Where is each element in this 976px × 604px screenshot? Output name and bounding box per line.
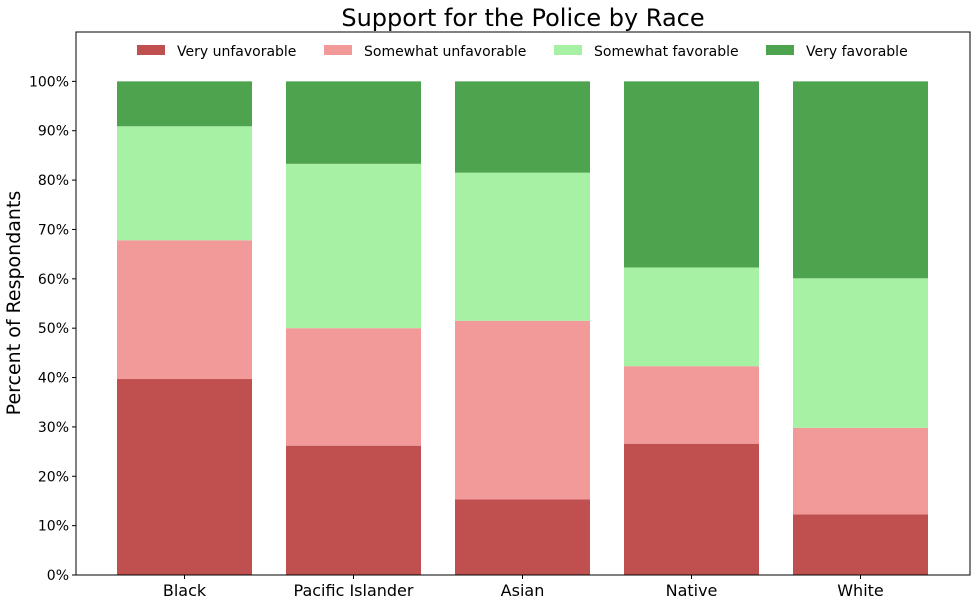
legend-label: Very unfavorable	[177, 44, 296, 60]
bar-segment-1-1	[286, 328, 421, 446]
bar-segment-4-3	[793, 81, 928, 279]
bar-segment-0-2	[117, 126, 252, 241]
bar-segment-2-1	[455, 320, 590, 500]
bar-segment-0-1	[117, 240, 252, 380]
bar-segment-4-1	[793, 427, 928, 515]
bar-segment-3-1	[624, 366, 759, 444]
bar-segment-1-3	[286, 81, 421, 164]
legend-label: Somewhat favorable	[594, 44, 739, 60]
bar-segment-0-0	[117, 379, 252, 575]
bar-segment-2-2	[455, 172, 590, 321]
y-tick-label: 20%	[38, 469, 69, 485]
bar-segment-3-3	[624, 81, 759, 268]
bar-segment-4-0	[793, 514, 928, 575]
chart-title: Support for the Police by Race	[341, 4, 704, 32]
bar-segment-1-0	[286, 445, 421, 575]
x-tick-label: White	[837, 581, 884, 600]
y-tick-label: 60%	[38, 272, 69, 288]
bar-segment-3-2	[624, 267, 759, 367]
x-axis: Black Pacific Islander Asian Native White	[163, 575, 884, 600]
y-axis-label: Percent of Respondants	[3, 191, 25, 416]
y-tick-label: 90%	[38, 124, 69, 140]
y-tick-label: 80%	[38, 173, 69, 189]
legend-swatch	[324, 45, 352, 55]
x-tick-label: Black	[163, 581, 207, 600]
bar-segment-3-0	[624, 443, 759, 575]
legend: Very unfavorable Somewhat unfavorable Some…	[137, 44, 908, 60]
y-tick-label: 40%	[38, 371, 69, 387]
y-axis: 0% 10% 20% 30% 40% 50% 60% 70% 80% 90% 100%	[29, 74, 76, 584]
legend-swatch	[554, 45, 582, 55]
legend-label: Somewhat unfavorable	[364, 44, 526, 60]
y-tick-label: 30%	[38, 420, 69, 436]
bar-segment-1-2	[286, 163, 421, 329]
bar-segment-4-2	[793, 278, 928, 428]
bar-segment-0-3	[117, 81, 252, 127]
x-tick-label: Native	[666, 581, 718, 600]
x-tick-label: Pacific Islander	[294, 581, 414, 600]
bar-segment-2-0	[455, 499, 590, 575]
x-tick-label: Asian	[501, 581, 545, 600]
bars	[117, 81, 928, 575]
y-tick-label: 10%	[38, 519, 69, 535]
legend-swatch	[137, 45, 165, 55]
legend-label: Very favorable	[806, 44, 908, 60]
y-tick-label: 100%	[29, 74, 69, 90]
y-tick-label: 50%	[38, 321, 69, 337]
plot-frame	[75, 31, 971, 576]
y-tick-label: 0%	[47, 568, 69, 584]
bar-segment-2-3	[455, 81, 590, 173]
legend-swatch	[766, 45, 794, 55]
y-tick-label: 70%	[38, 222, 69, 238]
